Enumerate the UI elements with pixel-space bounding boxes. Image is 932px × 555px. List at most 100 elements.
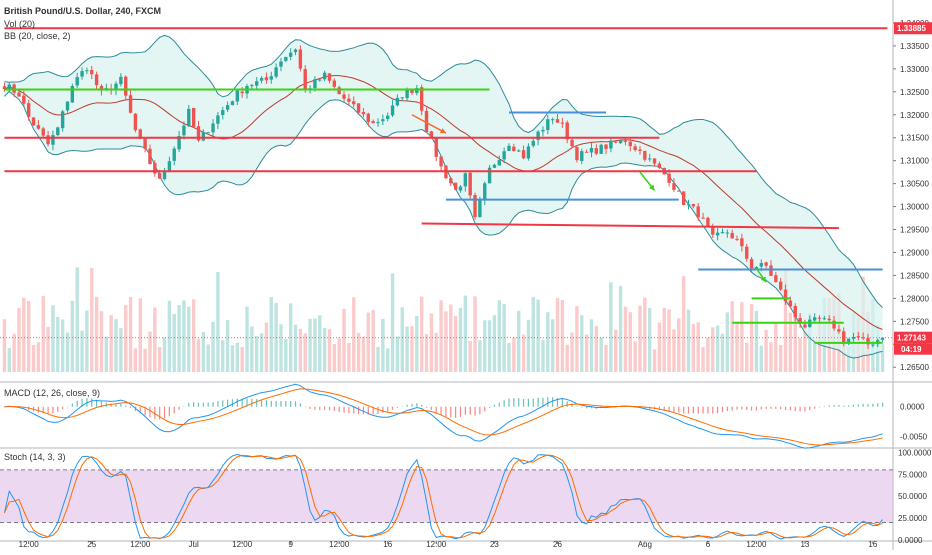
volume-bar <box>808 313 812 372</box>
candle-body <box>240 91 244 94</box>
macd-hist-bar <box>212 402 214 407</box>
volume-bar <box>206 344 210 372</box>
candle-body <box>623 140 628 142</box>
candle-body <box>749 259 754 269</box>
volume-bar <box>269 297 273 372</box>
price-label-text: 1.33885 <box>897 24 926 33</box>
volume-bar <box>662 307 666 372</box>
volume-bar <box>478 340 482 372</box>
macd-hist-bar <box>581 406 583 408</box>
candle-body <box>167 161 172 171</box>
volume-bar <box>124 305 128 372</box>
volume-bar <box>618 285 623 372</box>
macd-hist-bar <box>809 406 811 411</box>
volume-bar <box>487 320 492 372</box>
time-tick-label: Aug <box>638 540 652 549</box>
candle-body <box>842 331 846 343</box>
candle-body <box>201 132 206 141</box>
volume-bar <box>764 329 768 372</box>
volume-bar <box>715 325 720 372</box>
volume-bar <box>230 345 235 372</box>
volume-bar <box>798 338 802 372</box>
time-tick-label: 12:00 <box>329 540 350 549</box>
candle-body <box>75 77 79 86</box>
time-tick-label: 16 <box>383 540 392 549</box>
candle-body <box>187 108 191 127</box>
arrow-head <box>649 184 655 191</box>
macd-hist-bar <box>197 402 200 407</box>
macd-hist-bar <box>319 406 321 411</box>
candle-body <box>565 122 569 140</box>
macd-hist-bar <box>411 403 413 407</box>
bb-upper-band <box>4 34 883 308</box>
volume-bar <box>793 311 797 372</box>
volume-bar <box>473 296 477 372</box>
macd-hist-bar <box>47 406 49 415</box>
arrow-head <box>439 128 446 134</box>
volume-bar <box>652 349 657 372</box>
volume-bar <box>94 296 99 372</box>
volume-bar <box>211 321 215 372</box>
macd-hist-bar <box>309 406 311 409</box>
volume-bar <box>327 329 332 372</box>
macd-tick-label: -0.0050 <box>900 432 928 441</box>
macd-hist-bar <box>406 404 408 407</box>
volume-bar <box>788 312 793 372</box>
candle-body <box>555 119 560 123</box>
macd-hist-bar <box>222 400 224 407</box>
macd-hist-bar <box>285 400 287 407</box>
stoch-tick-label: 0.0000 <box>898 536 923 545</box>
volume-bar <box>429 313 434 372</box>
volume-bar <box>2 319 7 372</box>
volume-bar <box>575 306 579 372</box>
candle-body <box>157 173 162 179</box>
volume-bar <box>245 306 249 372</box>
candle-body <box>400 97 404 99</box>
candle-body <box>356 103 361 113</box>
macd-hist-bar <box>527 398 530 407</box>
macd-hist-bar <box>81 399 83 407</box>
stoch-tick-label: 25.0000 <box>898 514 927 523</box>
volume-bar <box>128 296 133 372</box>
macd-hist-bar <box>144 406 146 416</box>
volume-bar <box>560 299 565 372</box>
candle-body <box>633 146 637 151</box>
volume-bar <box>449 304 453 372</box>
candle-body <box>17 92 21 97</box>
macd-hist-bar <box>488 406 491 408</box>
candle-body <box>94 74 99 86</box>
candle-body <box>332 80 337 87</box>
volume-bar <box>735 321 739 372</box>
volume-bar <box>749 304 754 372</box>
macd-hist-bar <box>193 402 195 407</box>
price-tick-label: 1.33500 <box>900 42 929 51</box>
macd-hist-bar <box>571 403 573 407</box>
volume-bar <box>725 312 730 372</box>
candle-body <box>856 336 861 338</box>
macd-hist-bar <box>391 406 394 410</box>
macd-hist-bar <box>789 406 791 411</box>
volume-bar <box>623 306 628 372</box>
candle-body <box>681 191 686 206</box>
volume-bar <box>303 333 307 372</box>
candle-body <box>827 318 831 321</box>
volume-bar <box>36 342 41 372</box>
macd-hist-bar <box>96 399 98 407</box>
macd-hist-bar <box>629 406 631 408</box>
candle-body <box>381 119 385 122</box>
macd-hist-bar <box>799 406 801 412</box>
volume-bar <box>31 344 36 372</box>
macd-hist-bar <box>838 405 840 407</box>
macd-hist-bar <box>736 406 738 410</box>
candle-body <box>206 132 210 134</box>
macd-hist-bar <box>314 406 316 410</box>
macd-hist-bar <box>353 406 355 414</box>
time-tick-label: 26 <box>553 540 562 549</box>
macd-hist-bar <box>168 406 170 417</box>
macd-hist-bar <box>202 402 204 407</box>
macd-hist-bar <box>780 406 782 410</box>
candle-body <box>812 317 817 321</box>
volume-bar <box>711 327 715 372</box>
